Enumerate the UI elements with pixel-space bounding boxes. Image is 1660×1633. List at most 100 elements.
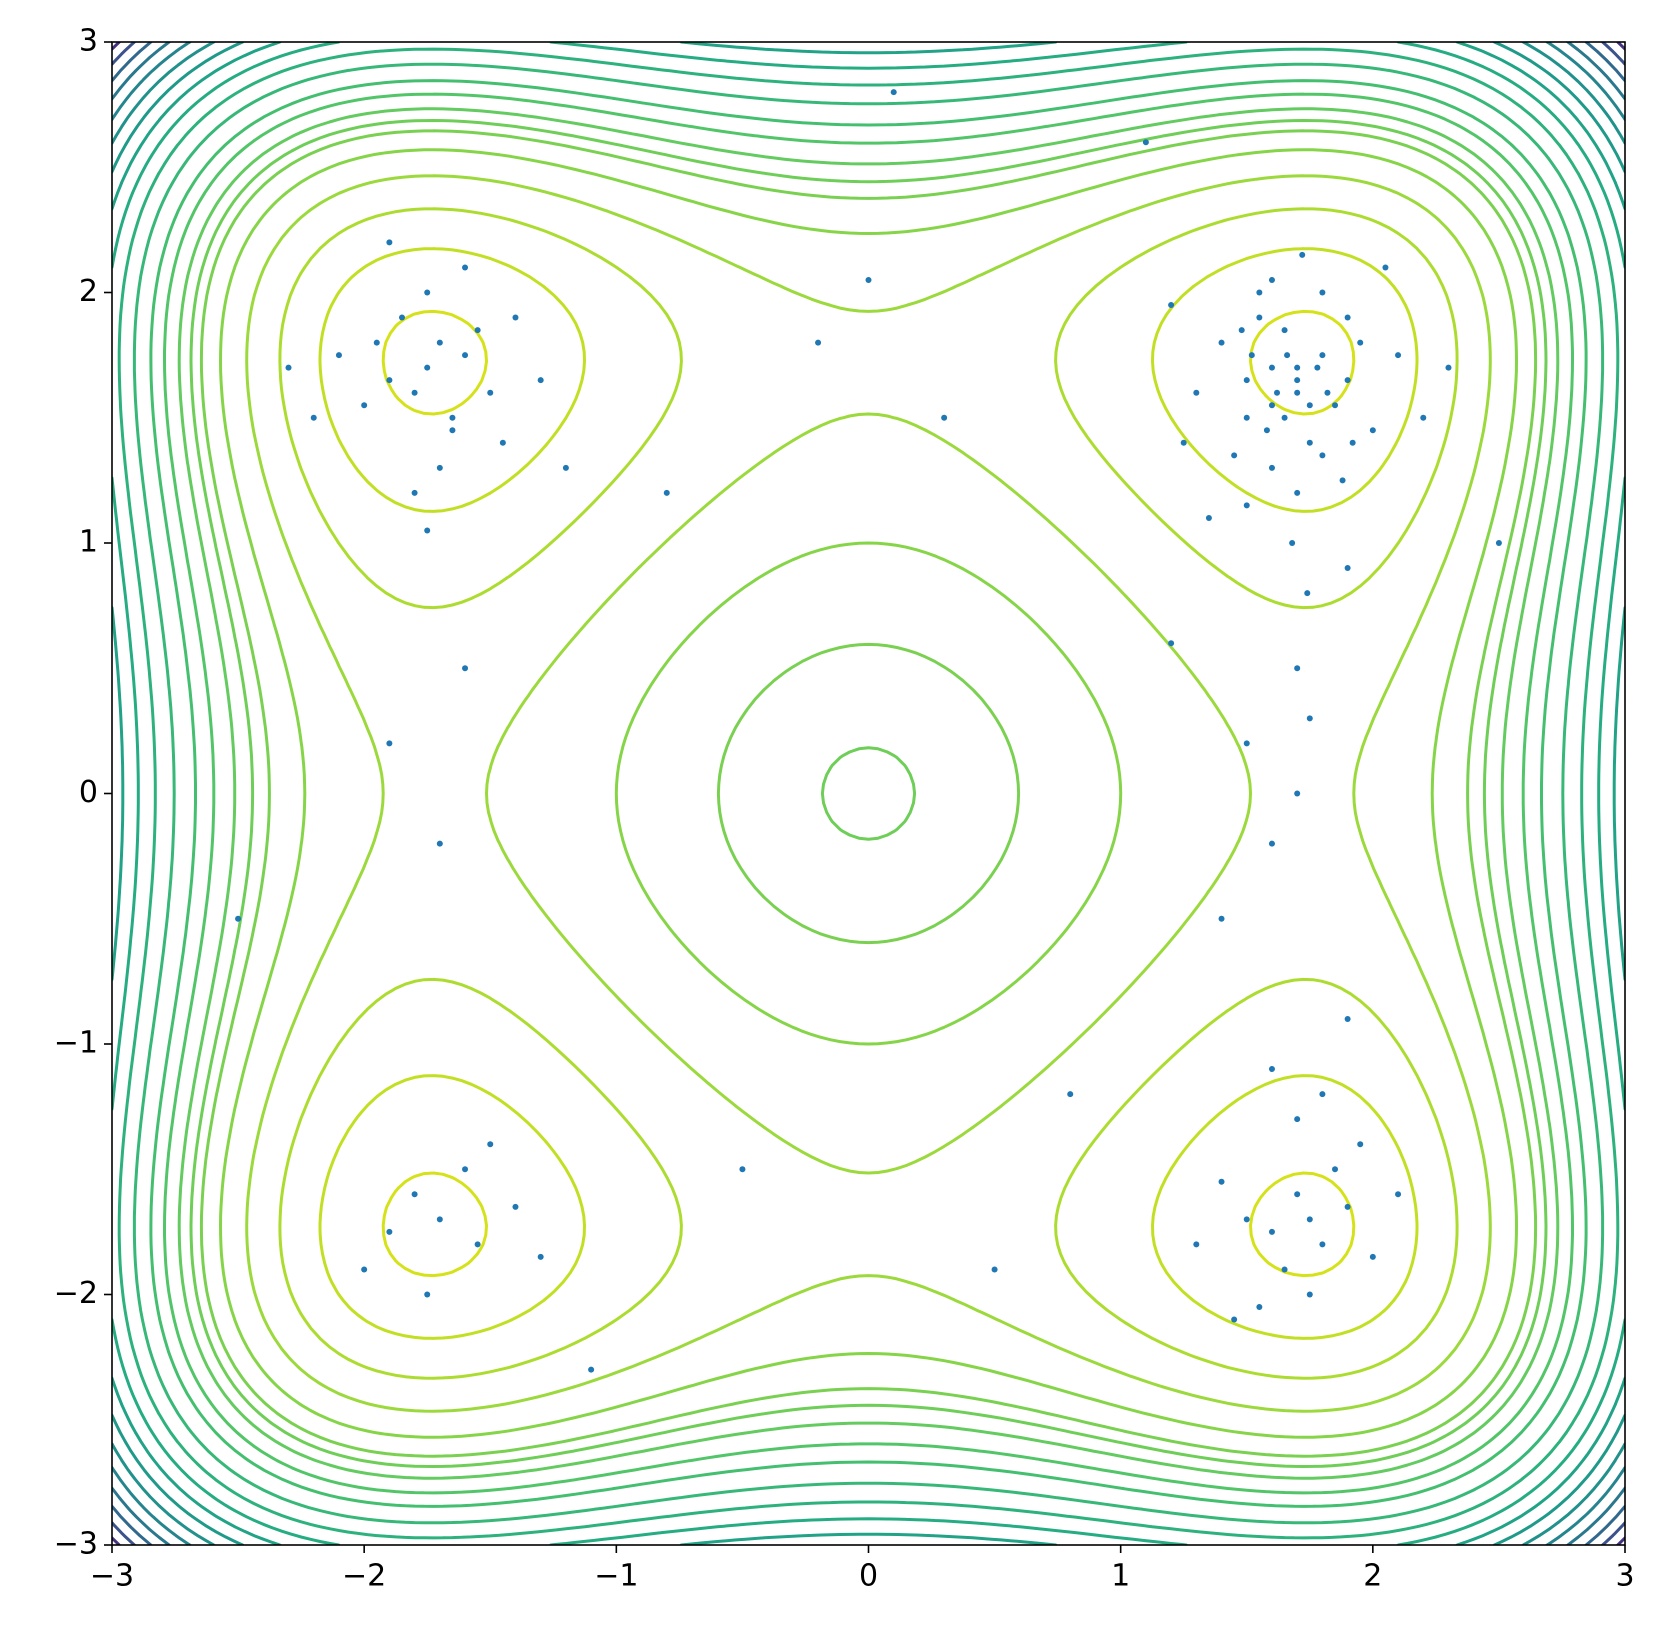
x-tick-label: −3 [90, 1559, 134, 1594]
scatter-point [1256, 289, 1263, 296]
scatter-point [1369, 427, 1376, 434]
scatter-point [1357, 1141, 1364, 1148]
scatter-point [1231, 1316, 1238, 1323]
scatter-point [1294, 790, 1301, 797]
scatter-point [739, 1166, 746, 1173]
contour-line [112, 42, 1625, 1545]
scatter-point [1263, 427, 1270, 434]
scatter-point [815, 339, 822, 346]
y-tick-label: 3 [79, 24, 98, 59]
contour-line [245, 174, 1492, 1413]
scatter-point [1274, 389, 1281, 396]
contour-line [132, 62, 1605, 1525]
scatter-point [1357, 339, 1364, 346]
contour-line [112, 42, 1625, 1545]
scatter-point [424, 364, 431, 371]
scatter-point [1268, 464, 1275, 471]
scatter-point [1319, 352, 1326, 359]
contour-line [117, 47, 1620, 1540]
scatter-point [588, 1366, 595, 1373]
scatter-layer [235, 89, 1502, 1373]
scatter-point [1281, 414, 1288, 421]
scatter-point [449, 414, 456, 421]
x-tick-label: 1 [1111, 1559, 1130, 1594]
contour-line [112, 42, 1625, 1545]
scatter-point [499, 439, 506, 446]
scatter-point [1344, 565, 1351, 572]
scatter-point [1294, 489, 1301, 496]
scatter-point [335, 352, 342, 359]
scatter-point [1268, 364, 1275, 371]
contour-line [112, 42, 1625, 1545]
scatter-point [1218, 1178, 1225, 1185]
scatter-point [1332, 1166, 1339, 1173]
scatter-point [1324, 389, 1331, 396]
contour-layer [112, 42, 1625, 1545]
scatter-point [386, 1228, 393, 1235]
scatter-point [512, 1203, 519, 1210]
scatter-point [1344, 314, 1351, 321]
scatter-point [1339, 477, 1346, 484]
scatter-point [436, 464, 443, 471]
contour-line [189, 119, 1548, 1468]
scatter-point [411, 389, 418, 396]
scatter-point [1306, 402, 1313, 409]
scatter-point [1306, 1216, 1313, 1223]
scatter-point [424, 289, 431, 296]
scatter-point [1299, 251, 1306, 258]
x-tick-label: 2 [1363, 1559, 1382, 1594]
y-tick-label: 2 [79, 274, 98, 309]
scatter-point [1495, 540, 1502, 546]
scatter-point [1294, 364, 1301, 371]
scatter-point [1168, 640, 1175, 647]
scatter-point [462, 352, 469, 359]
scatter-point [1395, 1191, 1402, 1198]
x-tick-label: −2 [342, 1559, 386, 1594]
scatter-point [1304, 590, 1311, 597]
scatter-point [1294, 389, 1301, 396]
scatter-point [386, 239, 393, 246]
contour-line [177, 107, 1560, 1480]
scatter-point [1243, 502, 1250, 509]
scatter-point [1268, 840, 1275, 847]
scatter-point [1332, 402, 1339, 409]
scatter-point [436, 1216, 443, 1223]
scatter-point [1268, 402, 1275, 409]
contour-line [112, 42, 1625, 1545]
scatter-point [474, 327, 481, 334]
y-tick-label: −1 [54, 1026, 98, 1061]
scatter-point [474, 1241, 481, 1248]
scatter-point [1445, 364, 1452, 371]
scatter-point [462, 264, 469, 271]
contour-line [112, 42, 1625, 1545]
scatter-point [462, 665, 469, 672]
scatter-point [991, 1266, 998, 1273]
scatter-point [386, 377, 393, 384]
scatter-point [1281, 327, 1288, 334]
scatter-point [235, 915, 242, 922]
contour-line [278, 207, 1459, 1380]
scatter-point [487, 389, 494, 396]
scatter-point [411, 489, 418, 496]
scatter-point [1248, 352, 1255, 359]
scatter-point [1284, 352, 1291, 359]
scatter-point [386, 740, 393, 747]
contour-line [112, 42, 1625, 1545]
scatter-point [1306, 439, 1313, 446]
scatter-point [436, 339, 443, 346]
contour-line [199, 129, 1538, 1458]
scatter-point [1344, 377, 1351, 384]
scatter-point [1319, 289, 1326, 296]
scatter-point [865, 276, 872, 283]
scatter-point [1420, 414, 1427, 421]
scatter-point [1243, 377, 1250, 384]
scatter-point [663, 489, 670, 496]
contour-line [318, 247, 1419, 1340]
scatter-point [361, 1266, 368, 1273]
y-tick-label: −3 [54, 1527, 98, 1562]
scatter-point [1289, 540, 1296, 546]
x-tick-label: 0 [859, 1559, 878, 1594]
scatter-point [310, 414, 317, 421]
scatter-point [1243, 1216, 1250, 1223]
scatter-point [1294, 377, 1301, 384]
